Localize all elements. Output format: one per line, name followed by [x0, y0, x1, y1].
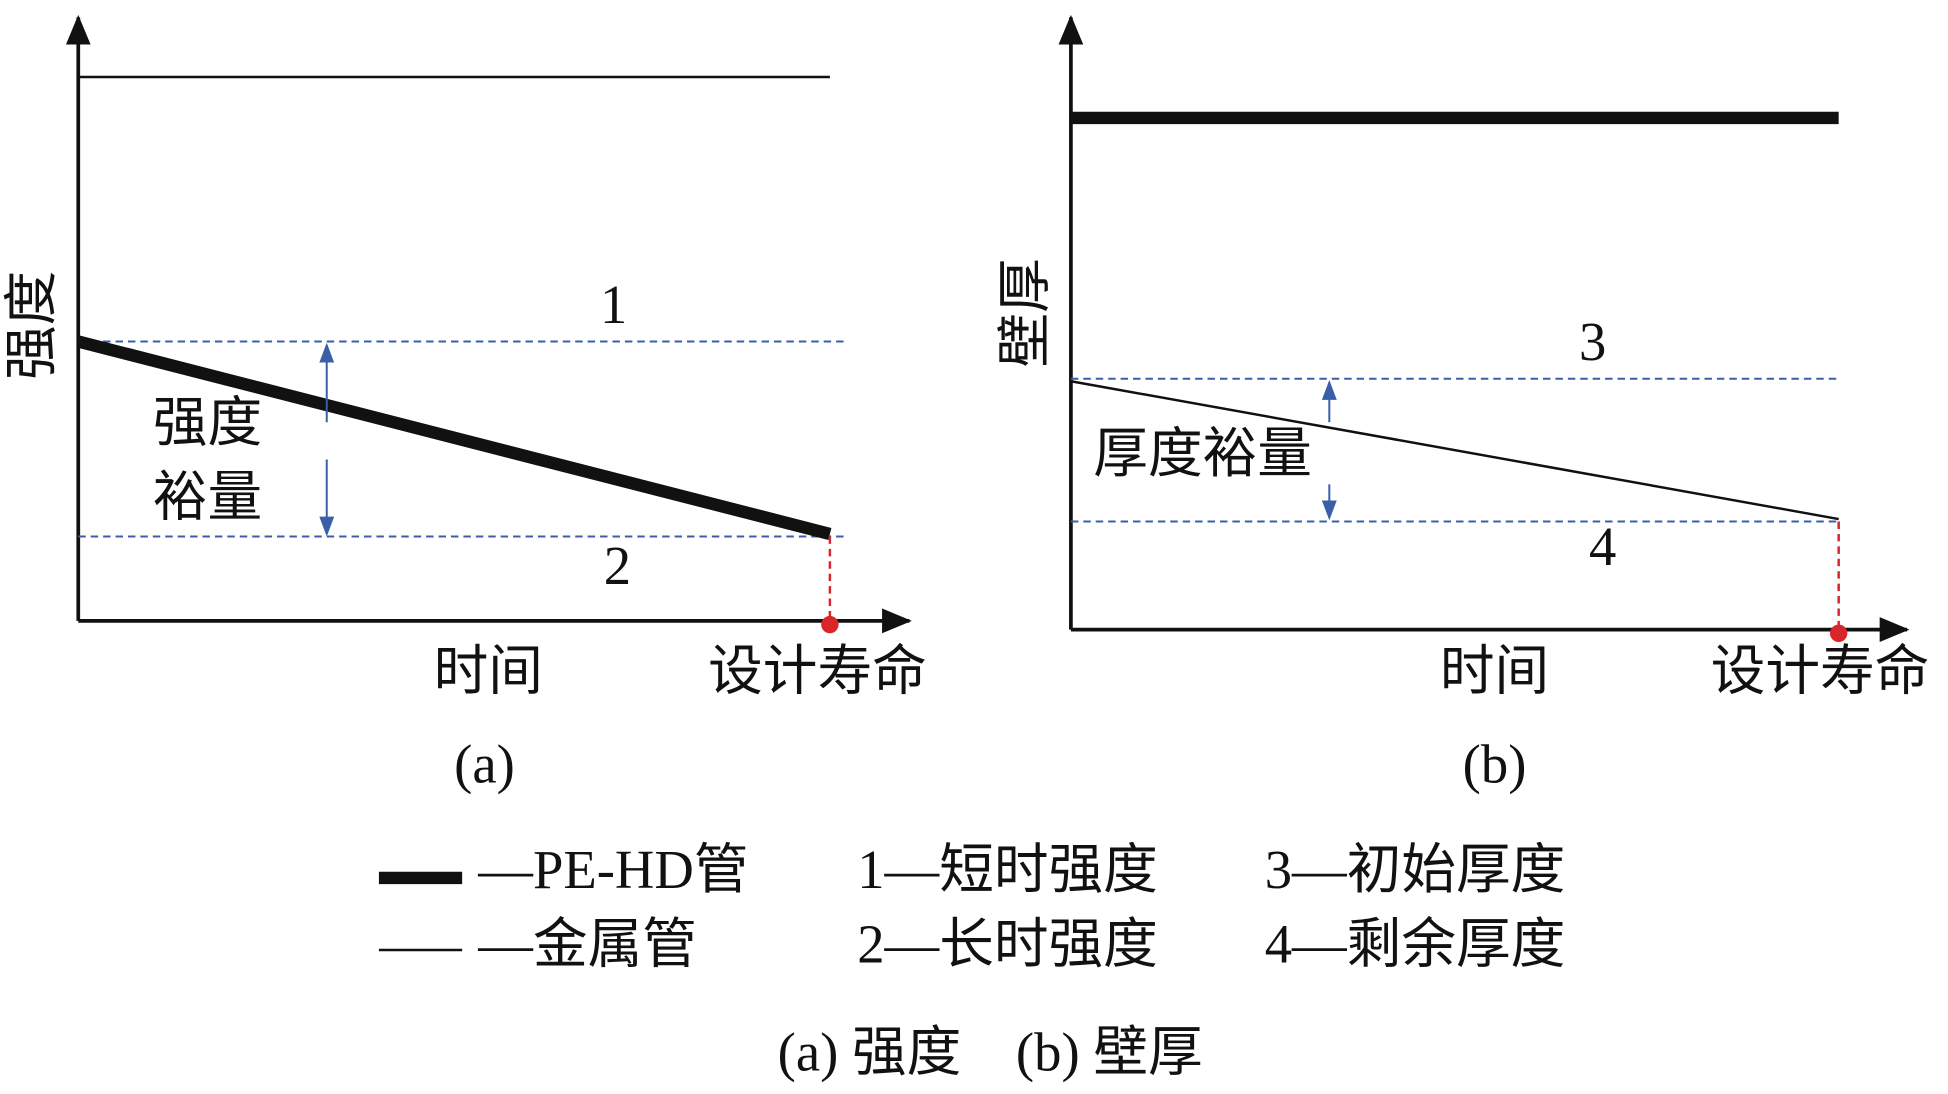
pe-line	[76, 335, 832, 540]
line-label: 2	[604, 535, 631, 596]
y-label: 壁厚	[995, 258, 1056, 367]
red-dot	[1829, 624, 1848, 642]
legend: —PE-HD管 —金属管 1—短时强度 3—初始厚度 2—长时强度 4—剩余厚度	[378, 839, 1566, 975]
panel-a: 强度 1 2 强度 裕量 时间 设计寿命 (a)	[1, 14, 927, 794]
line-label: 1	[600, 274, 627, 335]
x-label: 时间	[1440, 640, 1549, 701]
panel-tag: (a)	[454, 733, 515, 794]
x-end-label: 设计寿命	[1711, 640, 1930, 701]
x-label: 时间	[434, 640, 543, 701]
margin-label: 厚度裕量	[1093, 423, 1312, 484]
line-label: 3	[1579, 311, 1606, 372]
panel-tag: (b)	[1463, 733, 1527, 794]
legend-text: —金属管	[477, 914, 697, 975]
red-dot	[821, 615, 839, 634]
line-label: 4	[1589, 516, 1616, 577]
margin-label: 裕量	[153, 466, 262, 527]
legend-text: 2—长时强度	[857, 914, 1158, 975]
legend-text: 1—短时强度	[857, 839, 1158, 900]
metal-line	[1070, 380, 1839, 521]
legend-text: 4—剩余厚度	[1265, 914, 1566, 975]
panel-b: 壁厚 3 4 厚度裕量 时间 设计寿命 (b)	[995, 14, 1930, 794]
x-end-label: 设计寿命	[708, 640, 927, 701]
y-label: 强度	[1, 271, 62, 380]
legend-text: 3—初始厚度	[1265, 839, 1566, 900]
margin-label: 强度	[153, 392, 262, 453]
caption: (a) 强度 (b) 壁厚	[778, 1022, 1203, 1083]
legend-text: —PE-HD管	[477, 839, 748, 900]
